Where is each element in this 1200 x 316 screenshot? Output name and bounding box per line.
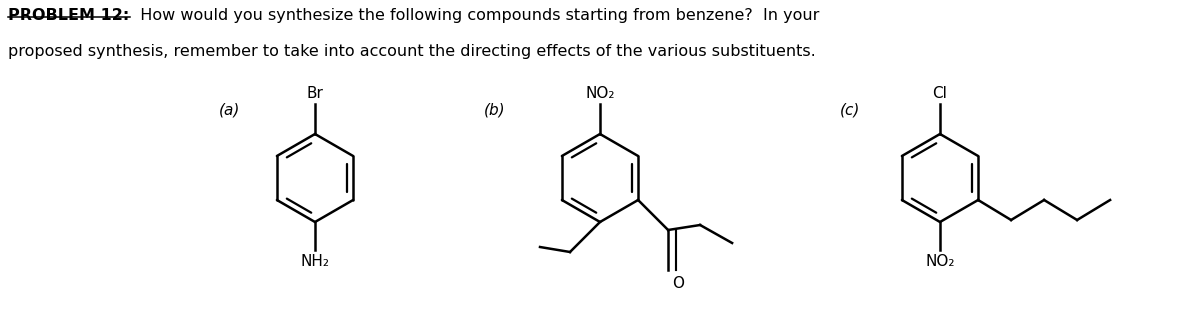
Text: NO₂: NO₂ [925,254,955,269]
Text: O: O [672,276,684,291]
Text: (a): (a) [220,102,241,118]
Text: Br: Br [306,86,324,101]
Text: proposed synthesis, remember to take into account the directing effects of the v: proposed synthesis, remember to take int… [8,44,816,59]
Text: NH₂: NH₂ [300,254,330,269]
Text: NO₂: NO₂ [586,86,614,101]
Text: How would you synthesize the following compounds starting from benzene?  In your: How would you synthesize the following c… [130,8,820,23]
Text: (c): (c) [840,102,860,118]
Text: PROBLEM 12:: PROBLEM 12: [8,8,130,23]
Text: (b): (b) [484,102,506,118]
Text: Cl: Cl [932,86,948,101]
